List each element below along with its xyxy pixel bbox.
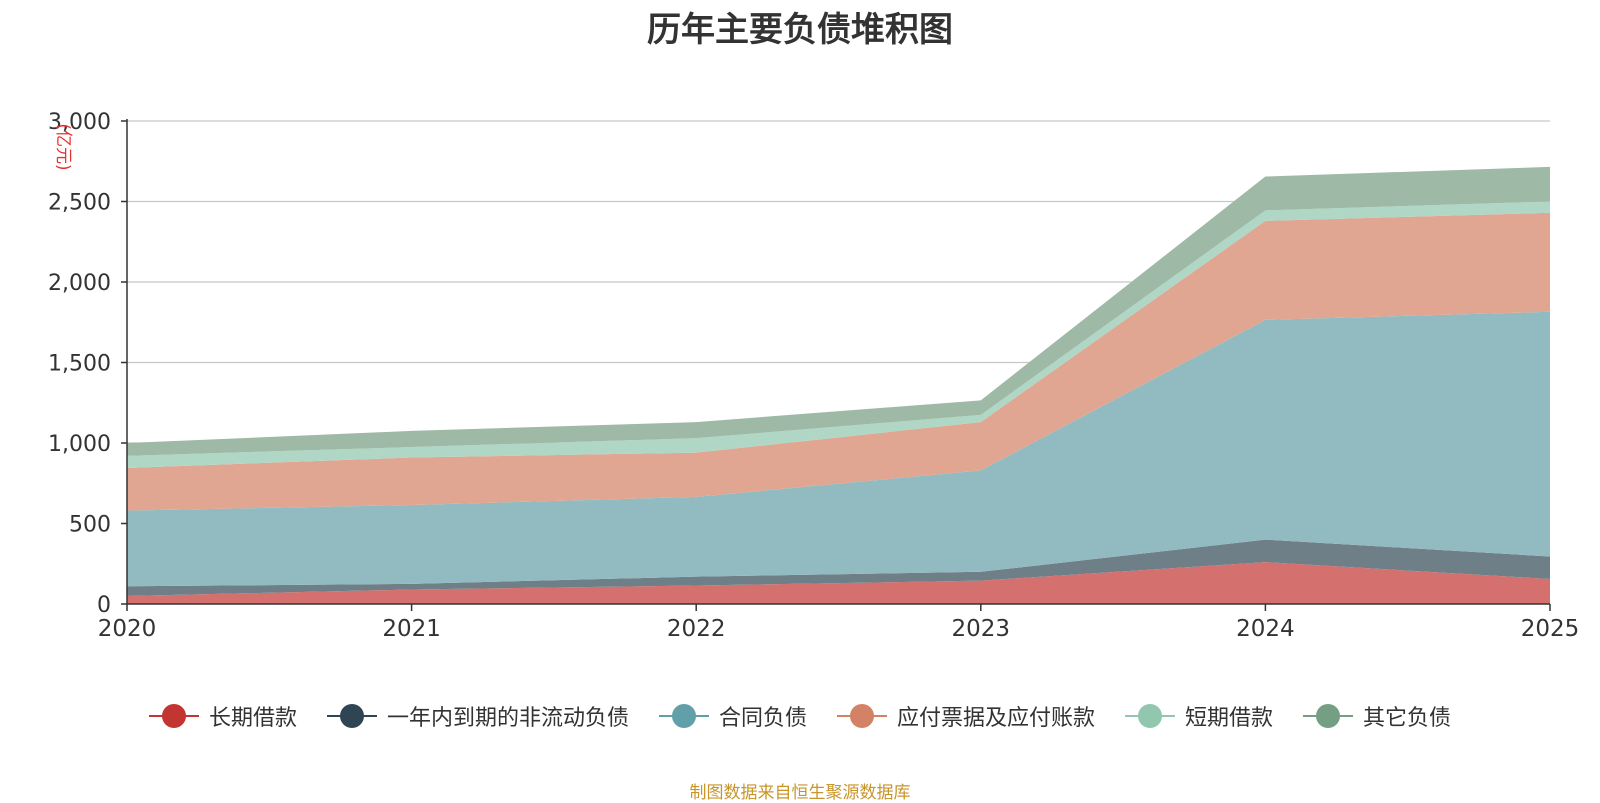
legend-marker-icon <box>148 704 199 728</box>
y-tick-label-1: 500 <box>69 513 111 538</box>
x-tick-label-2: 2022 <box>667 616 726 642</box>
area-series-4[interactable] <box>127 201 1550 468</box>
legend-marker-icon <box>1303 704 1354 728</box>
legend-marker-icon <box>1125 704 1176 728</box>
legend-label: 应付票据及应付账款 <box>897 706 1096 731</box>
axes <box>121 119 1551 611</box>
x-tick-label-4: 2024 <box>1236 616 1295 642</box>
legend-marker-icon <box>326 704 377 728</box>
legend-item-2[interactable]: 合同负债 <box>658 700 807 732</box>
legend-label: 一年内到期的非流动负债 <box>386 706 629 731</box>
x-tick-label-3: 2023 <box>952 616 1011 642</box>
area-series-5[interactable] <box>127 166 1550 456</box>
x-tick-label-0: 2020 <box>98 616 157 642</box>
source-note: 制图数据来自恒生聚源数据库 <box>689 783 911 803</box>
y-axis-label: (亿元) <box>53 123 73 170</box>
legend-item-0[interactable]: 长期借款 <box>148 700 297 732</box>
legend-label: 其它负债 <box>1363 706 1452 731</box>
stacked-areas <box>127 166 1550 604</box>
legend-item-5[interactable]: 其它负债 <box>1303 700 1451 732</box>
legend-item-3[interactable]: 应付票据及应付账款 <box>837 700 1095 732</box>
legend-label: 短期借款 <box>1185 706 1274 731</box>
y-tick-label-4: 2,000 <box>48 271 111 296</box>
legend-label: 合同负债 <box>718 706 807 731</box>
legend: 长期借款 一年内到期的非流动负债 合同负债 应付票据及应付账款 短期借款 其它负债 <box>0 700 1600 732</box>
area-series-1[interactable] <box>127 539 1550 596</box>
y-tick-label-3: 1,500 <box>48 352 111 377</box>
y-tick-label-2: 1,000 <box>48 432 111 457</box>
legend-label: 长期借款 <box>208 706 297 731</box>
area-series-2[interactable] <box>127 311 1550 587</box>
x-tick-label-5: 2025 <box>1521 616 1580 642</box>
x-tick-label-1: 2021 <box>382 616 441 642</box>
legend-marker-icon <box>658 704 709 728</box>
area-series-3[interactable] <box>127 212 1550 511</box>
legend-marker-icon <box>837 704 887 728</box>
y-tick-label-0: 0 <box>97 593 111 618</box>
y-tick-label-6: 3,000 <box>48 110 111 135</box>
legend-item-4[interactable]: 短期借款 <box>1125 700 1273 732</box>
chart-title: 历年主要负债堆积图 <box>647 10 953 50</box>
legend-item-1[interactable]: 一年内到期的非流动负债 <box>326 700 629 732</box>
y-tick-label-5: 2,500 <box>48 191 111 216</box>
tick-labels: 0 500 1,000 1,500 2,000 2,500 3,000 2020 2021 202… <box>48 110 1579 642</box>
